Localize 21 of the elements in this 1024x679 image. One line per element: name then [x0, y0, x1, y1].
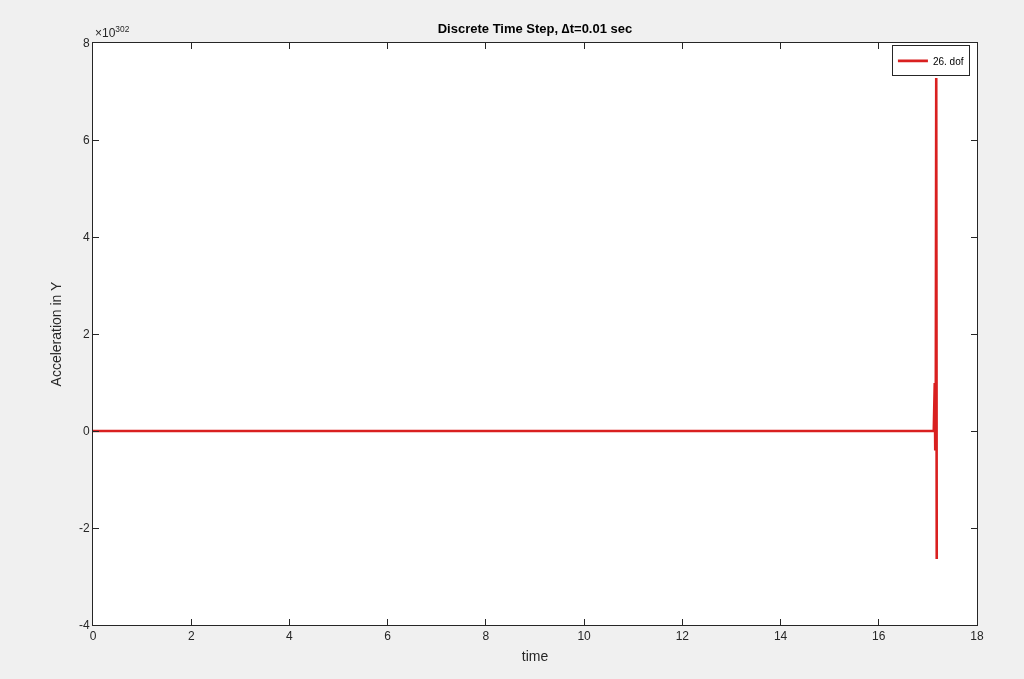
y-tick-label: -4 — [78, 618, 90, 633]
x-tick-label: 12 — [675, 629, 690, 644]
legend-label: 26. dof — [932, 55, 964, 67]
x-tick-label: 8 — [482, 629, 490, 644]
y-tick-label: 8 — [82, 36, 90, 51]
x-tick-label: 2 — [187, 629, 195, 644]
y-tick-label: -2 — [78, 521, 90, 536]
y-axis-title: Acceleration in Y — [47, 280, 64, 387]
chart-title: Discrete Time Step, ∆t=0.01 sec — [437, 21, 633, 36]
text: ×10$^{302}$ — [95, 24, 130, 41]
x-tick-label: 10 — [577, 629, 592, 644]
x-tick-label: 6 — [384, 629, 392, 644]
x-tick-label: 14 — [773, 629, 788, 644]
x-tick-label: 16 — [872, 629, 886, 644]
y-tick-label: 4 — [82, 230, 90, 245]
x-axis-title: time — [521, 647, 549, 664]
y-tick-label: 2 — [82, 327, 90, 342]
x-tick-label: 18 — [970, 629, 984, 644]
y-tick-label: 0 — [82, 424, 90, 439]
y-tick-label: 6 — [82, 133, 90, 148]
x-tick-label: 4 — [286, 629, 294, 644]
